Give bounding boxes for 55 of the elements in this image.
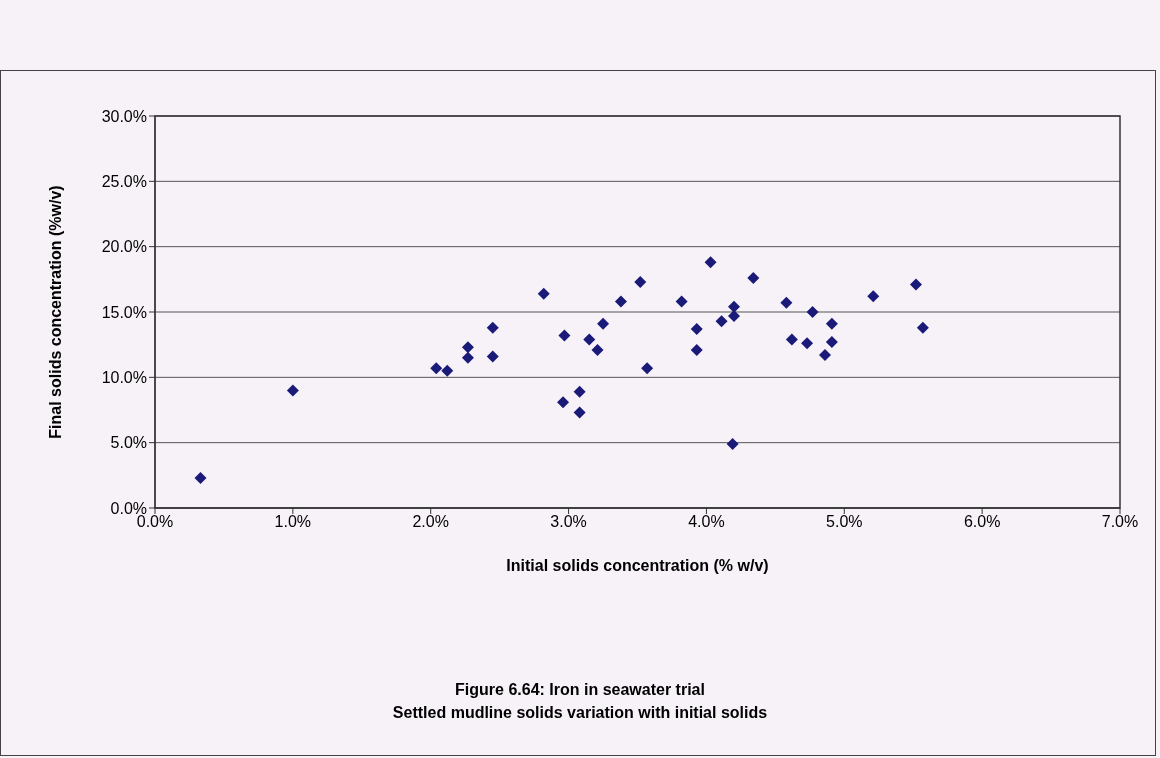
x-tick-label: 7.0% [1101, 513, 1139, 531]
x-tick-label: 1.0% [274, 513, 312, 531]
point [486, 321, 499, 334]
point [194, 471, 207, 484]
point [441, 364, 454, 377]
text: Figure 6.64: Iron in seawater trial [454, 680, 706, 700]
point [614, 295, 627, 308]
y-axis-title: Final solids concentration (%w/v) [46, 185, 64, 439]
point [780, 296, 793, 309]
point [785, 333, 798, 346]
point [747, 272, 760, 285]
point [825, 317, 838, 330]
point [641, 362, 654, 375]
y-tick-label: 10.0% [101, 369, 147, 387]
x-tick-label: 2.0% [412, 513, 449, 531]
point [675, 295, 688, 308]
point [286, 384, 299, 397]
point [634, 275, 647, 288]
point [690, 343, 703, 356]
y-tick-label: 30.0% [101, 107, 147, 125]
point [867, 290, 880, 303]
point [558, 329, 571, 342]
point [726, 437, 739, 450]
x-tick-label: 4.0% [688, 513, 725, 531]
point [801, 337, 814, 350]
y-tick-label: 25.0% [101, 173, 147, 191]
point [818, 349, 831, 362]
point [583, 333, 596, 346]
x-tick-label: 0.0% [136, 513, 174, 531]
text: Settled mudline solids variation with initial solids [391, 703, 769, 723]
point [573, 385, 586, 398]
point [916, 321, 929, 334]
x-axis-title: Initial solids concentration (% w/v) [506, 557, 769, 574]
point [486, 350, 499, 363]
point [557, 396, 570, 409]
point [825, 336, 838, 349]
y-tick-label: 15.0% [101, 303, 147, 321]
point [591, 343, 604, 356]
y-tick-label: 20.0% [101, 238, 147, 256]
point [728, 300, 740, 313]
point [573, 406, 586, 419]
point [461, 341, 474, 354]
point [597, 317, 610, 330]
x-tick-label: 5.0% [826, 513, 863, 531]
point [430, 362, 443, 375]
x-tick-label: 3.0% [550, 513, 587, 531]
point [704, 256, 717, 269]
point [537, 287, 550, 300]
point [715, 315, 728, 328]
y-tick-label: 5.0% [110, 434, 147, 452]
x-tick-label: 6.0% [963, 513, 1001, 531]
point [461, 351, 474, 364]
point [806, 306, 819, 318]
point [690, 322, 703, 335]
point [909, 278, 922, 291]
